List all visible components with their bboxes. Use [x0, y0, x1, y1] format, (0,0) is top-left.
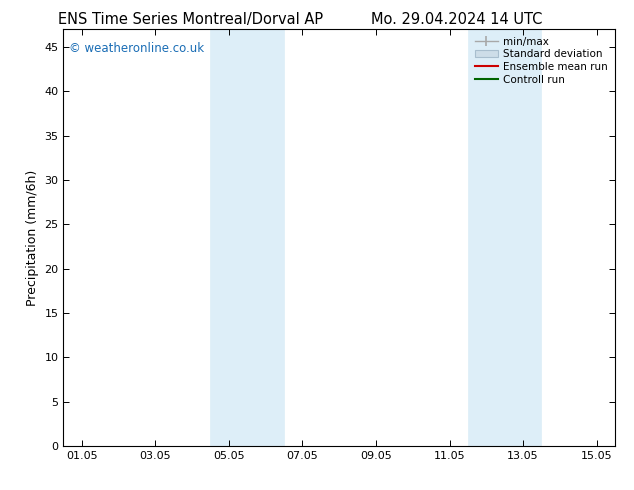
Bar: [210, 29, 284, 446]
Text: ENS Time Series Montreal/Dorval AP: ENS Time Series Montreal/Dorval AP: [58, 12, 323, 27]
Legend: min/max, Standard deviation, Ensemble mean run, Controll run: min/max, Standard deviation, Ensemble me…: [473, 35, 610, 87]
Text: © weatheronline.co.uk: © weatheronline.co.uk: [69, 42, 204, 55]
Y-axis label: Precipitation (mm/6h): Precipitation (mm/6h): [26, 170, 39, 306]
Bar: [468, 29, 541, 446]
Text: Mo. 29.04.2024 14 UTC: Mo. 29.04.2024 14 UTC: [371, 12, 542, 27]
